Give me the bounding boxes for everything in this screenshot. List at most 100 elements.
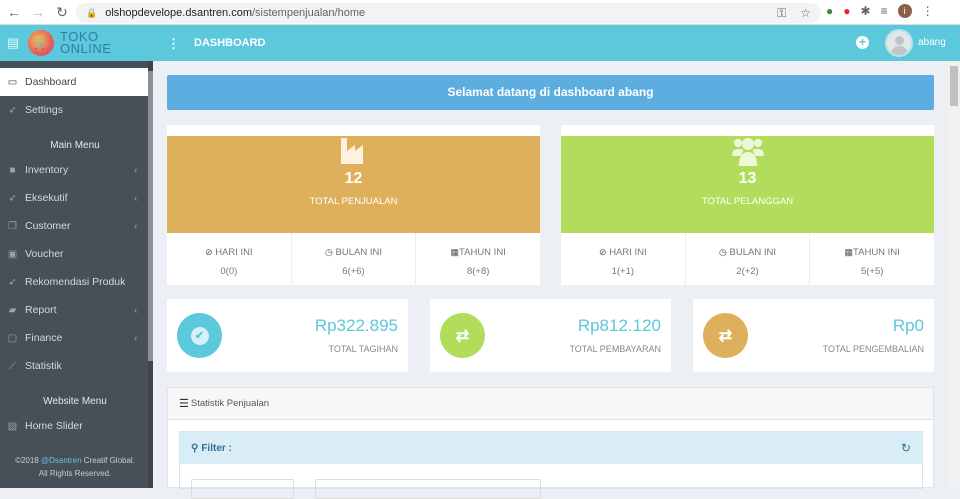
total-penjualan-value: 12 xyxy=(344,170,363,187)
total-pengembalian-label: TOTAL PENGEMBALIAN xyxy=(822,344,924,354)
total-pelanggan-caption: TOTAL PELANGGAN xyxy=(701,196,794,207)
total-penjualan-card: 12 TOTAL PENJUALAN ⊘ HARI INI 0(0) ◷ BULA… xyxy=(167,125,540,296)
sidebar-item-customer[interactable]: ❐ Customer ‹ xyxy=(0,212,148,240)
stat-hari-ini: ⊘ HARI INI 0(0) xyxy=(167,233,292,296)
sidebar-item-inventory[interactable]: ■ Inventory ‹ xyxy=(0,156,148,184)
cart-logo-icon: 🛒 xyxy=(28,30,54,56)
stat-hari-ini: ⊘ HARI INI 1(+1) xyxy=(561,233,686,296)
brand: ▤ 🛒 TOKO ONLINE xyxy=(0,25,153,61)
clock-icon: ◷ xyxy=(719,247,727,257)
rocket-icon: ➶ xyxy=(8,192,17,204)
check-circle-icon: ⊘ xyxy=(205,247,213,257)
calendar-icon: ▦ xyxy=(450,247,460,257)
money-icon: ▢ xyxy=(7,332,18,344)
url-path: /sistempenjualan/home xyxy=(251,7,366,19)
extension-red-icon[interactable]: ● xyxy=(843,4,851,18)
back-icon[interactable]: ← xyxy=(7,4,21,20)
total-pengembalian-box: ⇄ Rp0 TOTAL PENGEMBALIAN xyxy=(693,299,934,372)
store-icon[interactable]: ▤ xyxy=(6,35,20,50)
stat-bulan-ini: ◷ BULAN INI 2(+2) xyxy=(686,233,811,296)
chevron-left-icon: ‹ xyxy=(134,192,138,204)
total-tagihan-label: TOTAL TAGIHAN xyxy=(328,344,398,354)
username[interactable]: abang xyxy=(918,37,946,48)
copy-icon: ❐ xyxy=(8,220,17,232)
total-pembayaran-box: ⇄ Rp812.120 TOTAL PEMBAYARAN xyxy=(430,299,671,372)
exchange-icon: ⇄ xyxy=(440,313,485,358)
image-icon: ▨ xyxy=(7,420,18,432)
url-domain: olshopdevelope.dsantren.com xyxy=(105,7,252,19)
users-icon xyxy=(561,136,934,166)
page-title: DASHBOARD xyxy=(194,37,266,49)
sidebar-scrollbar-thumb[interactable] xyxy=(148,71,153,361)
chevron-left-icon: ‹ xyxy=(134,304,138,316)
user-avatar[interactable] xyxy=(885,29,913,57)
total-tagihan-amount: Rp322.895 xyxy=(314,316,398,335)
sidebar-item-home-slider[interactable]: ▨ Home Slider xyxy=(0,412,148,440)
website-menu-heading: Website Menu xyxy=(43,396,107,407)
sidebar-item-rekomendasi-produk[interactable]: ➶ Rekomendasi Produk xyxy=(0,268,148,296)
browser-toolbar: ← → ↻ 🔒 olshopdevelope.dsantren.com/sist… xyxy=(0,0,960,25)
extension-globe-icon[interactable]: ● xyxy=(826,4,834,18)
check-circle-icon: ✔ xyxy=(177,313,222,358)
star-icon[interactable]: ☆ xyxy=(800,5,811,20)
sidebar-item-finance[interactable]: ▢ Finance ‹ xyxy=(0,324,148,352)
panel-title: Statistik Penjualan xyxy=(190,398,270,409)
gift-icon: ▣ xyxy=(7,248,18,260)
stat-tahun-ini: ▦TAHUN INI 8(+8) xyxy=(450,247,506,277)
more-menu-icon[interactable]: ⋮ xyxy=(921,4,934,18)
page-scrollbar-thumb[interactable] xyxy=(950,66,958,106)
sidebar-item-dashboard[interactable]: ▭ Dashboard xyxy=(0,68,148,96)
page-scrollbar[interactable] xyxy=(948,61,960,488)
sidebar-item-eksekutif[interactable]: ➶ Eksekutif ‹ xyxy=(0,184,148,212)
filter-label: Filter : xyxy=(201,442,232,454)
lock-icon: 🔒 xyxy=(86,7,98,18)
clock-icon: ◷ xyxy=(325,247,333,257)
media-icon[interactable]: ≡ xyxy=(880,4,888,18)
total-penjualan-caption: TOTAL PENJUALAN xyxy=(309,196,398,207)
sidebar-item-voucher[interactable]: ▣ Voucher xyxy=(0,240,148,268)
add-icon[interactable]: + xyxy=(856,36,869,49)
rocket-icon: ➶ xyxy=(8,276,17,288)
footer-link[interactable]: @Dsantren xyxy=(40,456,82,465)
sidebar: ▭ Dashboard ➶ Settings Main Menu ■ Inventor… xyxy=(0,61,153,488)
sidebar-footer: ©2018 @Dsantren Creatif Global. All Righ… xyxy=(15,456,135,478)
sidebar-item-settings[interactable]: ➶ Settings xyxy=(0,96,148,124)
calendar-icon: ▦ xyxy=(844,247,854,257)
sidebar-item-report[interactable]: ▰ Report ‹ xyxy=(0,296,148,324)
filter-box: ⚲ Filter : ↻ xyxy=(179,431,923,499)
year-select[interactable] xyxy=(191,479,294,499)
main-menu-heading: Main Menu xyxy=(50,140,100,151)
rocket-icon: ➶ xyxy=(8,104,17,116)
total-pelanggan-value: 13 xyxy=(738,170,757,187)
app-header: ▤ 🛒 TOKO ONLINE ⋮ DASHBOARD + abang xyxy=(0,25,960,61)
welcome-banner: Selamat datang di dashboard abang xyxy=(167,75,934,110)
industry-icon xyxy=(167,136,540,166)
total-pelanggan-card: 13 TOTAL PELANGGAN ⊘ HARI INI 1(+1) ◷ BUL… xyxy=(561,125,934,296)
total-pengembalian-amount: Rp0 xyxy=(892,316,924,335)
briefcase-icon: ■ xyxy=(9,164,16,176)
bars-icon: ☰ xyxy=(179,398,189,410)
reload-icon[interactable]: ↻ xyxy=(56,3,68,20)
total-pembayaran-amount: Rp812.120 xyxy=(577,316,661,335)
product-select[interactable] xyxy=(315,479,541,499)
refresh-icon[interactable]: ↻ xyxy=(900,441,911,455)
laptop-icon: ▭ xyxy=(7,76,18,88)
stat-bulan-ini: ◷ BULAN INI 6(+6) xyxy=(292,233,417,296)
profile-avatar[interactable]: i xyxy=(897,4,912,18)
brand-name: TOKO ONLINE xyxy=(60,29,112,56)
stat-tahun-ini: ▦TAHUN INI 5(+5) xyxy=(844,247,900,277)
line-chart-icon: ⟋ xyxy=(9,360,16,372)
chevron-left-icon: ‹ xyxy=(134,220,138,232)
total-pembayaran-label: TOTAL PEMBAYARAN xyxy=(569,344,661,354)
statistik-penjualan-panel: ☰ Statistik Penjualan ⚲ Filter : ↻ xyxy=(167,387,934,499)
chevron-left-icon: ‹ xyxy=(134,332,138,344)
sidebar-toggle-icon[interactable]: ⋮ xyxy=(167,36,180,51)
total-tagihan-box: ✔ Rp322.895 TOTAL TAGIHAN xyxy=(167,299,408,372)
extensions-puzzle-icon[interactable]: ✱ xyxy=(860,4,871,18)
address-bar[interactable]: 🔒 olshopdevelope.dsantren.com/sistempenj… xyxy=(76,3,821,23)
exchange-icon: ⇄ xyxy=(703,313,748,358)
sidebar-item-statistik[interactable]: ⟋ Statistik xyxy=(0,352,148,380)
book-icon: ▰ xyxy=(8,304,17,316)
key-icon[interactable]: ⚿ xyxy=(777,5,787,20)
forward-icon[interactable]: → xyxy=(31,4,45,20)
